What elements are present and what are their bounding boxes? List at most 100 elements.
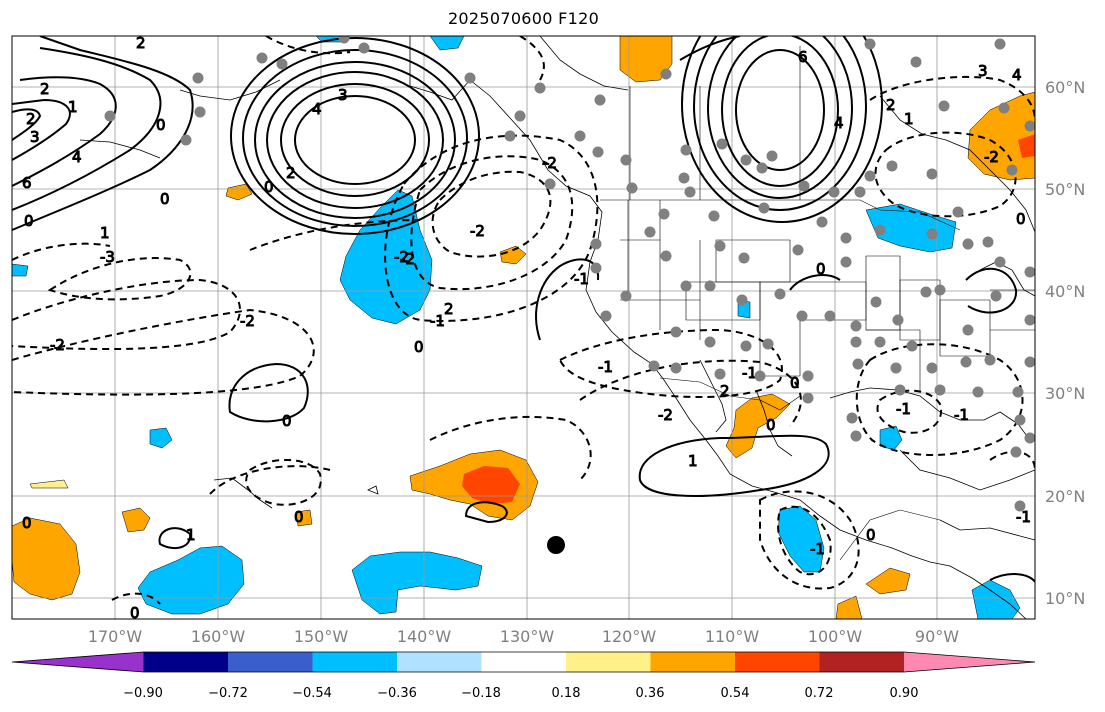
contour-label: 1 <box>186 526 196 544</box>
contour-label: 0 <box>264 178 274 196</box>
positive-anomaly-region <box>619 36 673 83</box>
station-dot <box>644 226 656 238</box>
station-dot <box>670 326 682 338</box>
contour-label: -1 <box>598 358 613 376</box>
contour-label: 0 <box>282 412 292 430</box>
station-dot <box>938 100 950 112</box>
station-dot <box>864 170 876 182</box>
contour-label: -1 <box>574 270 589 288</box>
colorbar-tick-label: −0.54 <box>292 686 332 701</box>
station-dot <box>1024 356 1035 368</box>
station-dot <box>756 162 768 174</box>
station-dot <box>840 232 852 244</box>
station-dot <box>792 244 804 256</box>
lon-tick-label: 150°W <box>294 627 349 646</box>
colorbar-segment <box>819 652 904 672</box>
station-dot <box>920 286 932 298</box>
station-dot <box>960 356 972 368</box>
colorbar-segment <box>566 652 651 672</box>
contour-label: -1 <box>954 406 969 424</box>
station-dot <box>256 52 268 64</box>
station-dot <box>828 186 840 198</box>
station-dot <box>802 370 814 382</box>
positive-anomaly-region <box>835 595 863 619</box>
station-dot <box>926 228 938 240</box>
contour-label: 0 <box>866 526 876 544</box>
station-dot <box>1014 500 1026 512</box>
station-dot <box>680 144 692 156</box>
station-dot <box>910 56 922 68</box>
station-dot <box>192 72 204 84</box>
station-dot <box>926 362 938 374</box>
colorbar-segment <box>481 652 566 672</box>
contour-label: 2 <box>444 300 454 318</box>
colorbar-tick-label: 0.54 <box>721 686 750 701</box>
positive-anomaly-region <box>12 517 81 601</box>
contour-label: 0 <box>294 508 304 526</box>
negative-anomaly-region <box>137 545 245 615</box>
contour-label: 0 <box>790 374 800 392</box>
negative-anomaly-region <box>879 425 903 451</box>
station-dot <box>766 150 778 162</box>
colorbar-segment <box>735 652 820 672</box>
station-dot <box>952 206 964 218</box>
contour-label: 0 <box>160 190 170 208</box>
contour-label: 2 <box>286 164 296 182</box>
station-dot <box>852 358 864 370</box>
station-dot <box>934 284 946 296</box>
colorbar-segment <box>650 652 735 672</box>
lon-tick-label: 90°W <box>915 627 959 646</box>
station-dot <box>670 362 682 374</box>
contour-label: -1 <box>1016 508 1031 526</box>
station-dot <box>1024 432 1035 444</box>
contour-label: -2 <box>400 250 415 268</box>
colorbar-segment <box>12 652 144 672</box>
lon-tick-label: 120°W <box>602 627 657 646</box>
contour-label: -2 <box>470 222 485 240</box>
station-dot <box>894 384 906 396</box>
station-dot <box>600 310 612 322</box>
station-dot <box>708 210 720 222</box>
station-dot <box>104 110 116 122</box>
station-dot <box>358 42 370 54</box>
colorbar-segment <box>143 652 228 672</box>
colorbar-segment <box>904 652 1035 672</box>
station-dot <box>906 340 918 352</box>
station-dot <box>1012 386 1024 398</box>
positive-anomaly-region <box>865 567 911 595</box>
colorbar-tick-label: −0.72 <box>208 686 248 701</box>
station-dot <box>194 106 206 118</box>
station-dot <box>758 202 770 214</box>
map-title: 2025070600 F120 <box>447 9 600 28</box>
colorbar-tick-label: −0.18 <box>461 686 501 701</box>
contour-label: -1 <box>742 364 757 382</box>
positive-anomaly-region <box>1018 134 1035 158</box>
lat-tick-label: 30°N <box>1045 384 1085 403</box>
contour-label: 1 <box>100 224 110 242</box>
positive-anomaly-region <box>225 183 253 201</box>
colorbar-tick-label: −0.90 <box>123 686 163 701</box>
positive-anomaly-region <box>725 393 791 459</box>
station-dot <box>514 110 526 122</box>
negative-anomaly-region <box>429 36 465 51</box>
station-dot <box>854 186 866 198</box>
positive-anomaly-region <box>462 466 520 504</box>
station-dot <box>774 288 786 300</box>
lon-tick-label: 110°W <box>705 627 760 646</box>
station-dot <box>180 134 192 146</box>
station-dot <box>716 138 728 150</box>
station-dot <box>994 256 1006 268</box>
station-dot <box>850 320 862 332</box>
contour-label: 1 <box>688 452 698 470</box>
positive-anomaly-region <box>29 479 69 489</box>
lat-tick-label: 10°N <box>1045 589 1085 608</box>
station-dot <box>1024 314 1035 326</box>
station-dot <box>678 172 690 184</box>
station-dot <box>864 38 876 50</box>
contour-label: 0 <box>130 604 140 622</box>
station-dot <box>574 130 586 142</box>
colorbar: −0.90 −0.72 −0.54 −0.36 −0.18 0.18 0.36 … <box>11 651 1036 701</box>
station-dot <box>464 72 476 84</box>
contour-label: -1 <box>430 312 445 330</box>
lon-tick-label: 160°W <box>191 627 246 646</box>
